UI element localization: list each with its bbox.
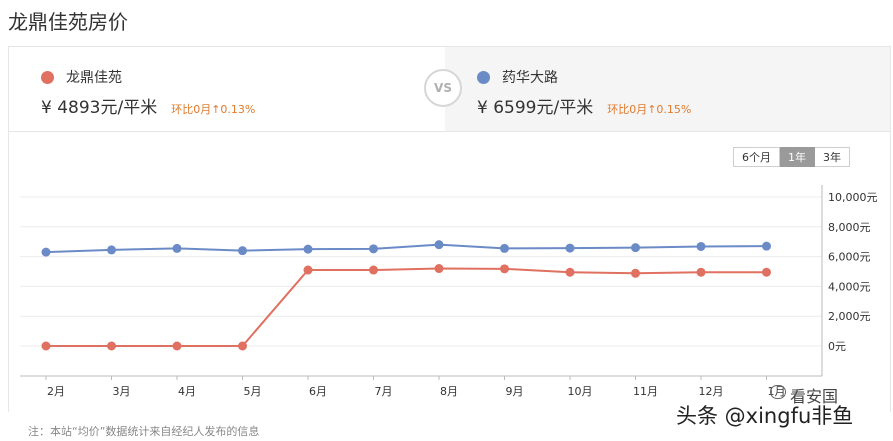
series-2-point — [762, 241, 771, 251]
series-2-point — [369, 244, 378, 254]
series-2-point — [303, 244, 313, 254]
series-2-point — [41, 247, 51, 257]
y-tick-label: 6,000元 — [828, 251, 871, 264]
range-tab-1-year[interactable]: 1年 — [780, 147, 815, 167]
x-tick-label: 3月 — [113, 385, 131, 398]
data-source-footnote: 注：本站“均价”数据统计来自经纪人发布的信息 — [28, 425, 260, 438]
series-1-point — [172, 341, 182, 351]
range-tab-6-months[interactable]: 6个月 — [733, 147, 780, 167]
series-2-point — [565, 243, 575, 253]
x-tick-label: 7月 — [375, 385, 393, 398]
vs-badge: VS — [424, 69, 462, 107]
x-tick-label: 5月 — [244, 385, 262, 398]
compare-right-panel[interactable]: 药华大路 ¥ 6599元/平米 环比0月↑0.15% — [445, 47, 890, 131]
watermark-author: 头条 @xingfu非鱼 — [676, 404, 854, 428]
x-tick-label: 11月 — [633, 385, 658, 398]
x-tick-label: 8月 — [440, 385, 458, 398]
y-tick-label: 2,000元 — [828, 310, 871, 323]
left-price-row: ¥ 4893元/平米 环比0月↑0.13% — [41, 93, 255, 118]
right-series-dot-icon — [477, 70, 490, 84]
chart-panel — [8, 131, 891, 412]
y-tick-label: 10,000元 — [828, 191, 878, 204]
left-series-dot-icon — [41, 70, 54, 84]
series-line-1 — [46, 267, 767, 347]
series-2-point — [172, 243, 182, 253]
range-tab-3-years[interactable]: 3年 — [815, 147, 850, 167]
right-area-header: 药华大路 — [477, 67, 558, 87]
left-price-change: 环比0月↑0.13% — [171, 103, 256, 116]
series-1-point — [631, 268, 640, 278]
series-2-point — [631, 243, 640, 253]
right-price: ¥ 6599元/平米 — [477, 98, 594, 118]
series-2-point — [107, 245, 116, 255]
x-tick-label: 9月 — [506, 385, 524, 398]
range-tabs: 6个月 1年 3年 — [733, 147, 850, 167]
page-title: 龙鼎佳苑房价 — [8, 10, 128, 34]
x-tick-label: 4月 — [178, 385, 196, 398]
right-price-row: ¥ 6599元/平米 环比0月↑0.15% — [477, 93, 691, 118]
series-1-point — [41, 341, 51, 351]
series-2-point — [696, 241, 706, 251]
left-area-name: 龙鼎佳苑 — [66, 70, 122, 86]
series-2-point — [238, 246, 247, 256]
series-1-point — [500, 264, 509, 274]
compare-left-panel: 龙鼎佳苑 ¥ 4893元/平米 环比0月↑0.13% — [9, 47, 445, 131]
y-tick-label: 0元 — [828, 340, 846, 353]
x-tick-label: 2月 — [47, 385, 65, 398]
series-line-2 — [45, 243, 767, 254]
series-1-point — [565, 267, 575, 277]
series-2-point — [500, 243, 509, 253]
series-1-point — [238, 341, 247, 351]
y-tick-label: 8,000元 — [828, 221, 871, 234]
left-area-header: 龙鼎佳苑 — [41, 67, 122, 87]
watermark-brand: 看安国 — [790, 387, 839, 406]
series-1-point — [303, 265, 313, 275]
left-price: ¥ 4893元/平米 — [41, 98, 158, 118]
right-area-name: 药华大路 — [502, 70, 558, 86]
x-tick-label: 12月 — [699, 385, 724, 398]
series-1-point — [696, 267, 706, 277]
series-1-point — [762, 267, 771, 277]
series-1-point — [107, 341, 116, 351]
x-tick-label: 6月 — [309, 385, 327, 398]
series-1-point — [369, 265, 378, 275]
x-tick-label: 10月 — [568, 385, 593, 398]
compare-box: 龙鼎佳苑 ¥ 4893元/平米 环比0月↑0.13% 药华大路 ¥ 6599元/… — [8, 46, 891, 132]
wechat-icon — [770, 385, 786, 399]
series-2-point — [434, 240, 444, 250]
series-1-point — [434, 264, 444, 274]
right-price-change: 环比0月↑0.15% — [607, 103, 692, 116]
y-tick-label: 4,000元 — [828, 280, 871, 293]
